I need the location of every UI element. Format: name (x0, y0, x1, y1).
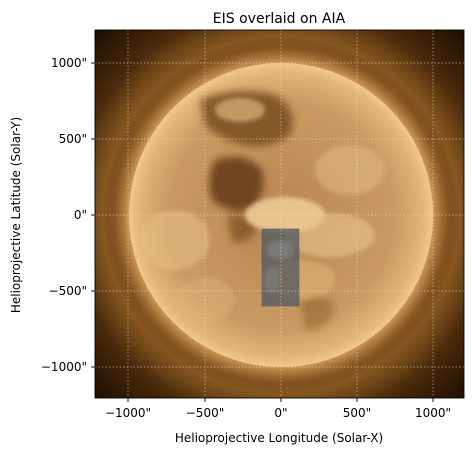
x-tick-label: −1000" (105, 406, 151, 420)
y-axis: 1000" 500" 0" −500" −1000" Helioprojecti… (9, 56, 95, 374)
y-tick-label: 500" (59, 132, 87, 146)
y-axis-label: Helioprojective Latitude (Solar-Y) (9, 117, 23, 313)
y-tick-label: −1000" (41, 360, 87, 374)
x-tick-label: 500" (343, 406, 371, 420)
eis-overlay (261, 228, 300, 307)
x-tick-label: −500" (186, 406, 224, 420)
y-tick-label: −500" (49, 284, 87, 298)
x-axis: −1000" −500" 0" 500" 1000" Helioprojecti… (105, 398, 451, 445)
axes-frame (94, 29, 465, 399)
y-tick-label: 1000" (51, 56, 87, 70)
aia-image (95, 30, 464, 398)
x-tick-label: 1000" (415, 406, 451, 420)
x-axis-label: Helioprojective Longitude (Solar-X) (175, 431, 383, 445)
x-tick-label: 0" (274, 406, 287, 420)
chart-title: EIS overlaid on AIA (213, 11, 346, 27)
y-tick-label: 0" (74, 208, 87, 222)
